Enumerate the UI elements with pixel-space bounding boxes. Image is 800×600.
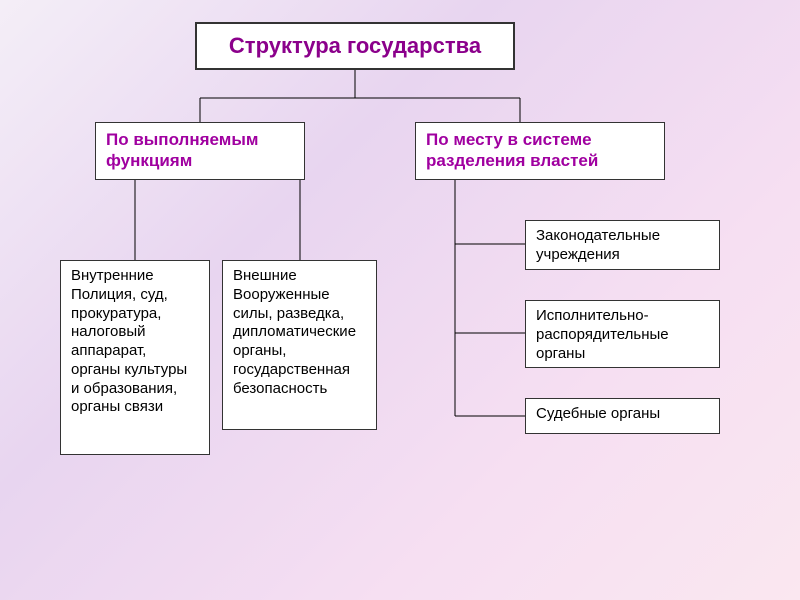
branch-powers-label: По месту в системе разделения властей — [426, 130, 598, 170]
leaf-internal: Внутренние Полиция, суд, прокуратура, на… — [60, 260, 210, 455]
branch-functions: По выполняемым функциям — [95, 122, 305, 180]
root-title: Структура государства — [229, 32, 481, 60]
branch-functions-label: По выполняемым функциям — [106, 130, 258, 170]
leaf-external-text: Внешние Вооруженные силы, разведка, дипл… — [233, 267, 356, 397]
leaf-judicial: Судебные органы — [525, 398, 720, 434]
root-node: Структура государства — [195, 22, 515, 70]
leaf-legislative-text: Законодательные учреждения — [536, 227, 660, 263]
leaf-external: Внешние Вооруженные силы, разведка, дипл… — [222, 260, 377, 430]
leaf-judicial-text: Судебные органы — [536, 405, 660, 422]
leaf-executive-text: Исполнительно-распорядительные органы — [536, 307, 669, 362]
branch-powers: По месту в системе разделения властей — [415, 122, 665, 180]
leaf-internal-text: Внутренние Полиция, суд, прокуратура, на… — [71, 267, 187, 415]
leaf-executive: Исполнительно-распорядительные органы — [525, 300, 720, 368]
leaf-legislative: Законодательные учреждения — [525, 220, 720, 270]
